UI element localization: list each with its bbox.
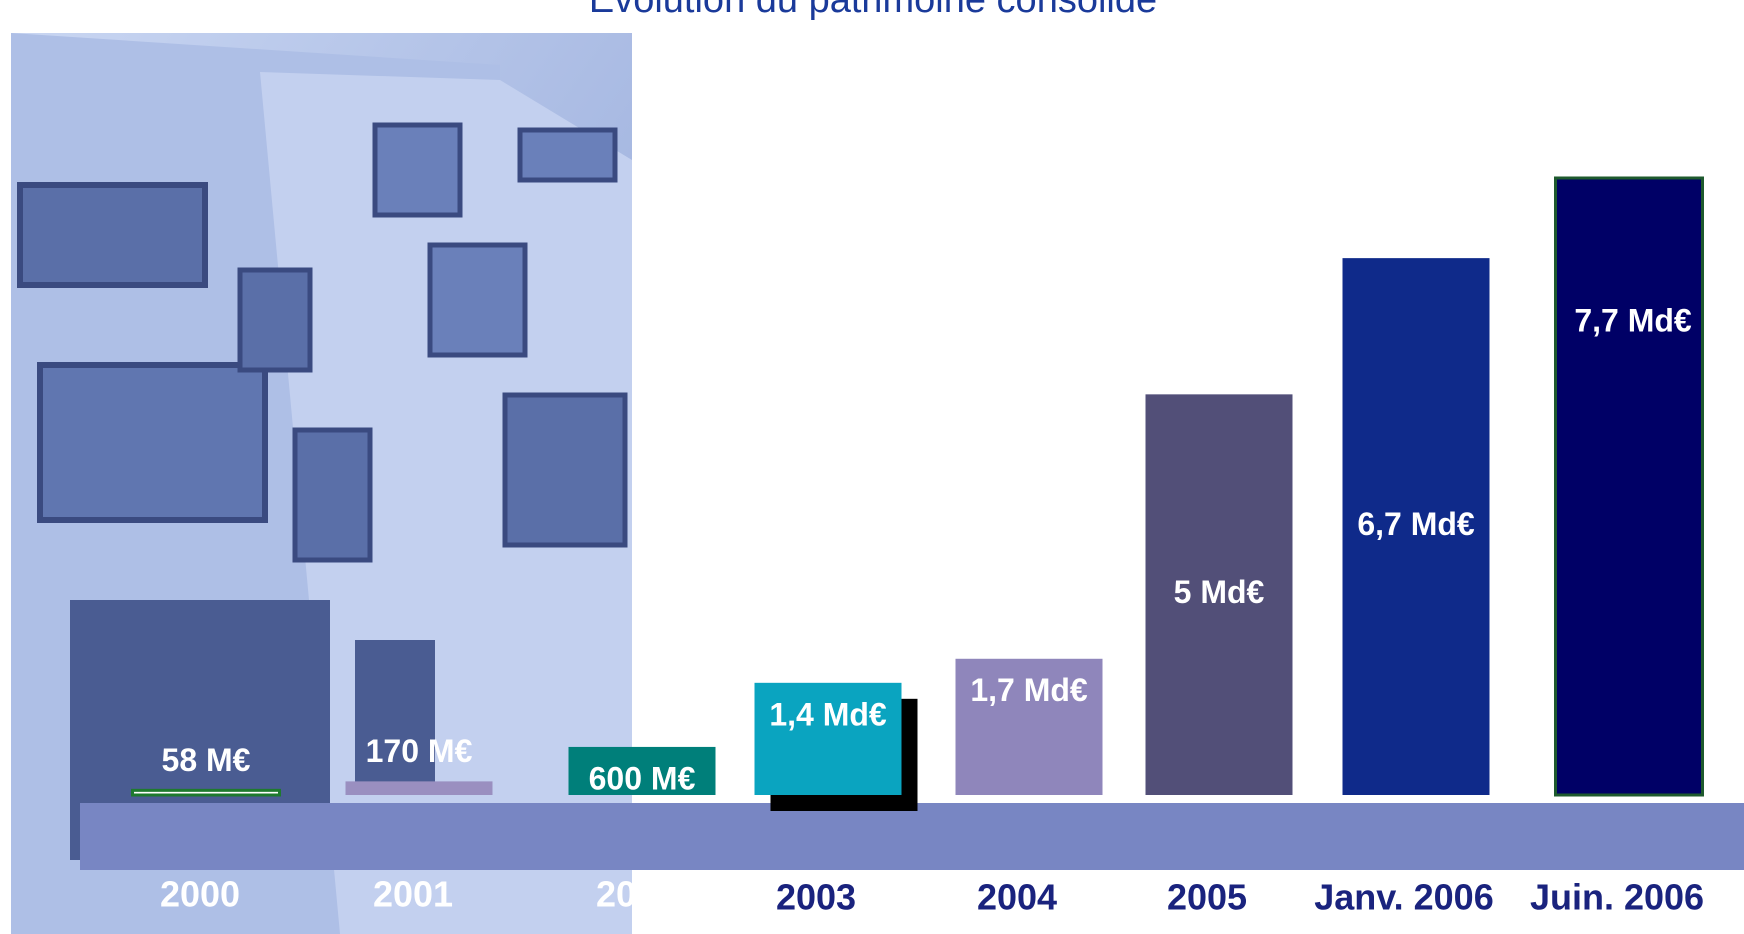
x-tick-label: 2001: [373, 874, 453, 915]
x-tick-label: Juin. 2006: [1530, 877, 1704, 918]
x-tick-label: 2004: [977, 877, 1057, 918]
x-tick-label: 2005: [1167, 877, 1247, 918]
bar: [346, 781, 493, 795]
value-label: 1,4 Md€: [769, 696, 887, 732]
bar: [133, 790, 280, 795]
value-label: 6,7 Md€: [1357, 506, 1475, 542]
timeline-band: [80, 803, 1744, 870]
chart-title: Évolution du patrimoine consolidé: [589, 0, 1157, 21]
value-label: 600 M€: [589, 760, 696, 796]
chart: Évolution du patrimoine consolidé 58 M€ 2…: [0, 0, 1744, 934]
value-label: 170 M€: [366, 733, 473, 769]
x-tick-label: Janv. 2006: [1314, 877, 1493, 918]
x-tick-label: 2003: [776, 877, 856, 918]
value-label: 5 Md€: [1174, 574, 1265, 610]
building-photo: [11, 33, 632, 934]
value-label: 1,7 Md€: [970, 672, 1088, 708]
x-tick-label: 2000: [160, 874, 240, 915]
value-label: 58 M€: [162, 742, 251, 778]
bar: [1556, 178, 1703, 795]
value-label: 7,7 Md€: [1574, 302, 1692, 338]
x-tick-label: 2002: [596, 874, 676, 915]
